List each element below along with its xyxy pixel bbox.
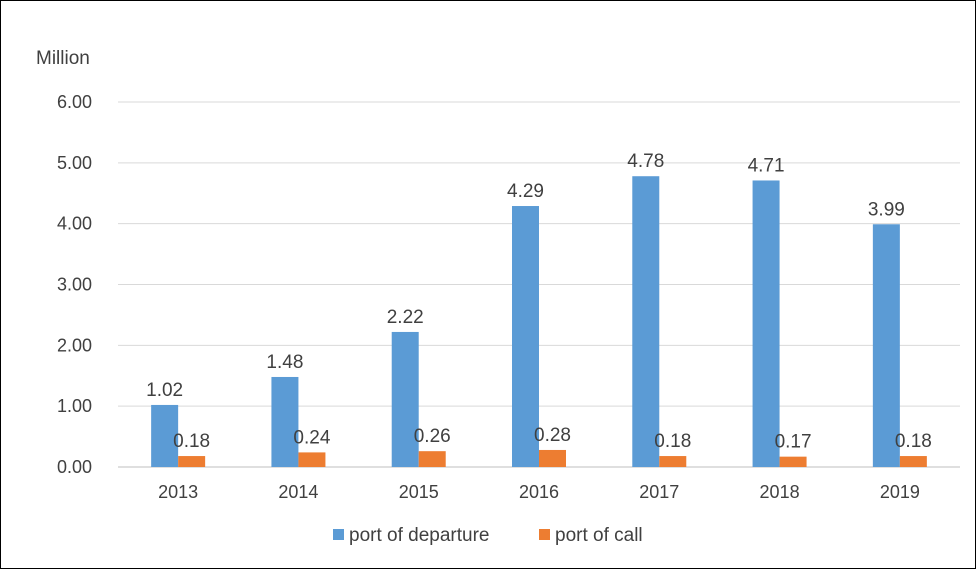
y-tick-label: 2.00 xyxy=(57,335,92,355)
data-label-port-of-call-2016: 0.28 xyxy=(534,425,571,446)
x-tick-label: 2017 xyxy=(639,482,679,502)
y-axis-unit-label: Million xyxy=(36,48,90,69)
x-tick-label: 2013 xyxy=(158,482,198,502)
data-label-port-of-call-2013: 0.18 xyxy=(173,431,210,452)
x-tick-label: 2016 xyxy=(519,482,559,502)
legend-label-port-of-departure: port of departure xyxy=(349,525,489,546)
x-tick-label: 2018 xyxy=(760,482,800,502)
x-axis-tick-labels: 2013 2014 2015 2016 2017 2018 2019 xyxy=(158,482,920,502)
bar-port-of-call-2016 xyxy=(539,449,566,467)
data-label-port-of-call-2019: 0.18 xyxy=(895,431,932,452)
bar-port-of-call-2018 xyxy=(779,456,807,467)
bar-port-of-departure-2019 xyxy=(872,224,900,467)
y-axis-tick-labels: 0.00 1.00 2.00 3.00 4.00 5.00 6.00 xyxy=(57,92,92,477)
data-label-port-of-call-2018: 0.17 xyxy=(775,432,812,453)
legend-label-port-of-call: port of call xyxy=(555,525,643,546)
data-label-port-of-departure-2014: 1.48 xyxy=(266,352,303,373)
y-tick-label: 4.00 xyxy=(57,214,92,234)
data-label-port-of-departure-2015: 2.22 xyxy=(387,307,424,328)
data-label-port-of-call-2017: 0.18 xyxy=(654,431,691,452)
legend-swatch-port-of-call xyxy=(539,529,550,540)
x-tick-label: 2014 xyxy=(278,482,318,502)
data-label-port-of-departure-2019: 3.99 xyxy=(868,199,905,220)
x-tick-label: 2019 xyxy=(880,482,920,502)
bar-port-of-departure-2015 xyxy=(391,331,419,467)
y-tick-label: 5.00 xyxy=(57,153,92,173)
x-tick-label: 2015 xyxy=(399,482,439,502)
bar-port-of-call-2019 xyxy=(899,456,927,467)
y-tick-label: 0.00 xyxy=(57,457,92,477)
bar-port-of-call-2015 xyxy=(418,451,446,467)
y-tick-label: 6.00 xyxy=(57,92,92,112)
bar-port-of-departure-2013 xyxy=(151,404,179,467)
bar-port-of-call-2014 xyxy=(298,452,326,467)
y-tick-label: 1.00 xyxy=(57,396,92,416)
data-label-port-of-departure-2013: 1.02 xyxy=(146,380,183,401)
data-label-port-of-departure-2017: 4.78 xyxy=(627,151,664,172)
bar-port-of-departure-2018 xyxy=(752,180,780,467)
data-label-port-of-departure-2016: 4.29 xyxy=(507,181,544,202)
legend: port of departure port of call xyxy=(333,525,643,546)
bar-port-of-departure-2016 xyxy=(512,206,539,467)
data-labels: 1.02 0.18 1.48 0.24 2.22 0.26 4.29 0.28 4.78 0.18… xyxy=(146,151,932,452)
y-tick-label: 3.00 xyxy=(57,275,92,295)
data-label-port-of-call-2014: 0.24 xyxy=(293,427,330,448)
data-label-port-of-departure-2018: 4.71 xyxy=(748,155,785,176)
bar-port-of-call-2017 xyxy=(659,456,687,467)
bar-port-of-departure-2017 xyxy=(632,176,660,467)
bar-port-of-call-2013 xyxy=(178,456,206,467)
bars xyxy=(151,176,927,467)
bar-port-of-departure-2014 xyxy=(271,376,299,467)
legend-swatch-port-of-departure xyxy=(333,529,344,540)
data-label-port-of-call-2015: 0.26 xyxy=(414,426,451,447)
